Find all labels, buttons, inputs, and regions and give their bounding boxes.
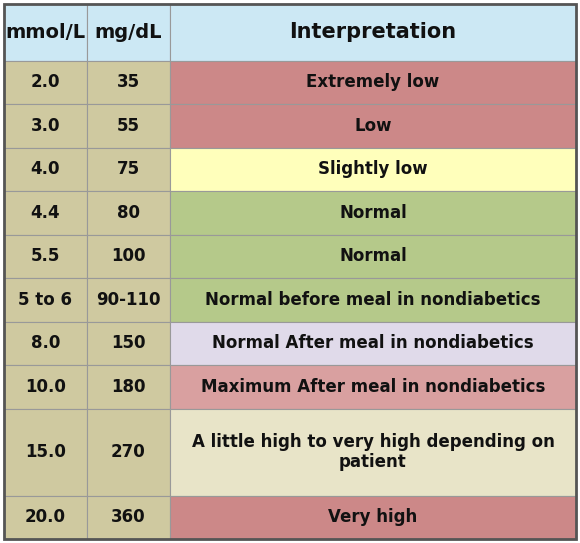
Text: 20.0: 20.0 (25, 508, 66, 526)
Bar (87, 278, 170, 321)
Bar (4, 496, 87, 539)
Text: 8.0: 8.0 (31, 334, 60, 352)
Text: Low: Low (354, 117, 392, 135)
Bar (170, 191, 576, 235)
Bar (4, 61, 87, 104)
Bar (87, 4, 170, 61)
Text: Normal After meal in nondiabetics: Normal After meal in nondiabetics (212, 334, 534, 352)
Bar (4, 278, 87, 321)
Text: 180: 180 (111, 378, 146, 396)
Bar (4, 408, 87, 496)
Text: A little high to very high depending on
patient: A little high to very high depending on … (191, 433, 554, 471)
Bar (170, 148, 576, 191)
Bar (4, 104, 87, 148)
Text: 100: 100 (111, 247, 146, 266)
Bar (170, 235, 576, 278)
Text: 10.0: 10.0 (25, 378, 66, 396)
Text: 270: 270 (111, 443, 146, 461)
Bar (87, 321, 170, 365)
Bar (87, 104, 170, 148)
Bar (4, 4, 87, 61)
Text: mg/dL: mg/dL (95, 23, 162, 42)
Text: 2.0: 2.0 (31, 73, 60, 91)
Text: Slightly low: Slightly low (318, 160, 428, 178)
Bar (170, 4, 576, 61)
Bar (4, 321, 87, 365)
Bar (87, 235, 170, 278)
Bar (87, 496, 170, 539)
Bar (87, 408, 170, 496)
Text: 150: 150 (111, 334, 146, 352)
Bar (170, 321, 576, 365)
Bar (4, 191, 87, 235)
Text: Normal: Normal (339, 204, 407, 222)
Text: 75: 75 (117, 160, 140, 178)
Text: Extremely low: Extremely low (306, 73, 440, 91)
Text: 5 to 6: 5 to 6 (19, 291, 72, 309)
Bar (170, 408, 576, 496)
Text: Very high: Very high (328, 508, 418, 526)
Bar (87, 148, 170, 191)
Bar (4, 148, 87, 191)
Text: 3.0: 3.0 (31, 117, 60, 135)
Text: 35: 35 (117, 73, 140, 91)
Text: 360: 360 (111, 508, 146, 526)
Text: Normal before meal in nondiabetics: Normal before meal in nondiabetics (205, 291, 541, 309)
Text: 4.0: 4.0 (31, 160, 60, 178)
Bar (170, 61, 576, 104)
Bar (4, 365, 87, 408)
Text: Interpretation: Interpretation (289, 22, 456, 42)
Bar (87, 191, 170, 235)
Bar (87, 61, 170, 104)
Bar (170, 104, 576, 148)
Text: mmol/L: mmol/L (5, 23, 85, 42)
Bar (170, 365, 576, 408)
Text: 4.4: 4.4 (31, 204, 60, 222)
Text: Normal: Normal (339, 247, 407, 266)
Bar (170, 496, 576, 539)
Text: 5.5: 5.5 (31, 247, 60, 266)
Bar (87, 365, 170, 408)
Text: 90-110: 90-110 (96, 291, 161, 309)
Text: 55: 55 (117, 117, 140, 135)
Text: 80: 80 (117, 204, 140, 222)
Bar (170, 278, 576, 321)
Bar (4, 235, 87, 278)
Text: 15.0: 15.0 (25, 443, 66, 461)
Text: Maximum After meal in nondiabetics: Maximum After meal in nondiabetics (201, 378, 545, 396)
